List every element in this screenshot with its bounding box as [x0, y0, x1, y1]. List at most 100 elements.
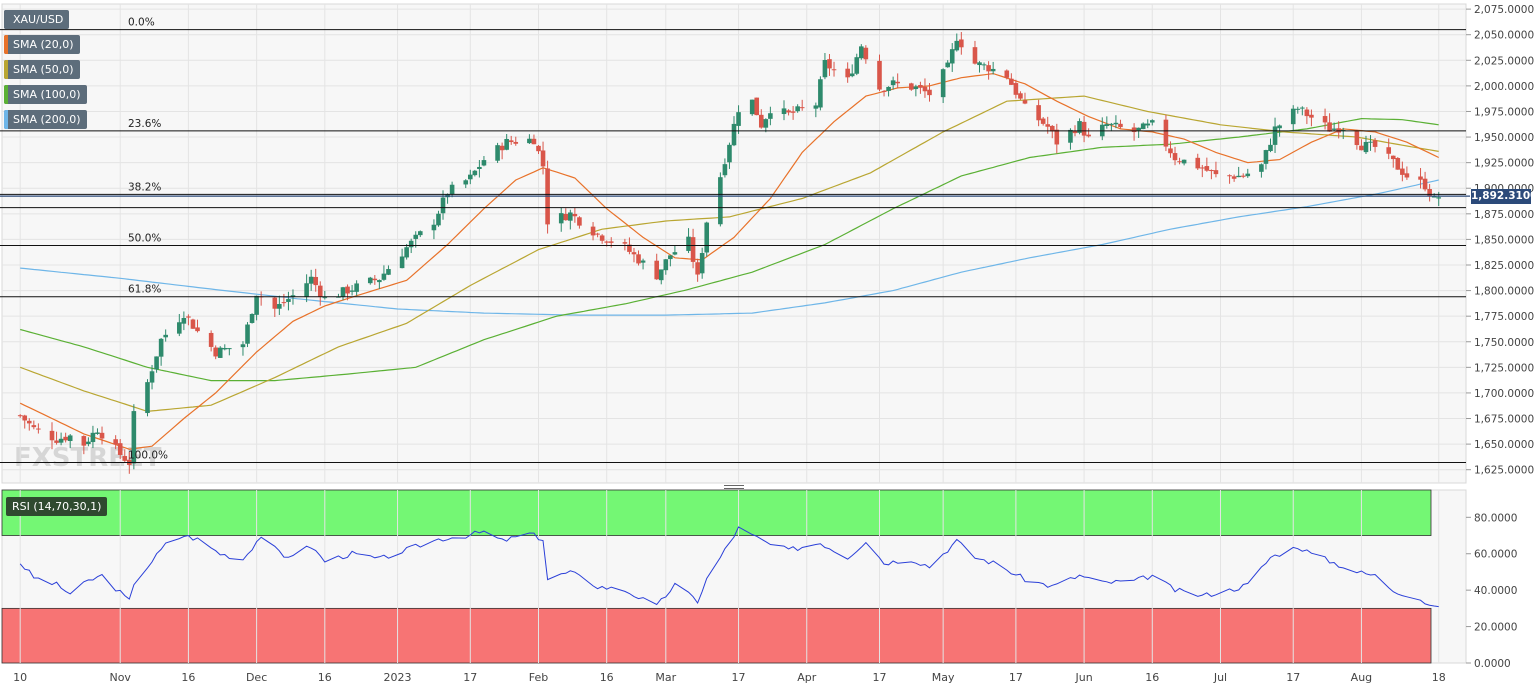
candle-body [1309, 114, 1314, 118]
candle-body [1231, 176, 1237, 179]
candle-body [317, 285, 323, 297]
candle-body [886, 86, 891, 91]
candle-body [1422, 178, 1428, 190]
candle-body [768, 113, 773, 119]
candle-body [1204, 166, 1210, 171]
candle-body [1290, 108, 1296, 125]
legend-swatch [4, 110, 8, 129]
y-tick-label: 1,800.0000 [1474, 286, 1534, 298]
candle-body [1390, 155, 1396, 160]
legend-swatch [4, 60, 8, 79]
sma-20-line [19, 72, 1439, 450]
candle-body [158, 338, 164, 357]
candle-body [1322, 116, 1328, 123]
candle-body [117, 443, 123, 455]
candle-body [590, 226, 596, 236]
candle-body [790, 111, 796, 113]
candle-body [1131, 127, 1137, 133]
candle-body [736, 112, 741, 126]
candle-body [477, 166, 482, 169]
x-tick-label: Aug [1351, 671, 1372, 684]
candle-body [67, 435, 73, 442]
candle-body [58, 438, 64, 443]
candle-body [895, 81, 900, 84]
candle-body [627, 244, 632, 252]
candle-body [1040, 118, 1046, 124]
pane-resize-handle[interactable] [724, 485, 744, 491]
y-tick-label: 1,925.0000 [1474, 158, 1534, 170]
candle-body [1018, 93, 1023, 99]
x-tick-label: Nov [109, 671, 131, 684]
legend-label: XAU/USD [13, 13, 64, 26]
x-tick-label: 17 [463, 671, 477, 684]
legend-sma-50[interactable]: SMA (50,0) [4, 60, 80, 79]
candle-body [149, 371, 155, 383]
candle-body [22, 415, 28, 421]
candle-body [436, 213, 441, 226]
x-tick-label: 2023 [384, 671, 412, 684]
candle-body [981, 64, 987, 66]
rsi-tick-label: 20.0000 [1474, 622, 1517, 634]
candle-body [349, 290, 355, 292]
candle-body [245, 324, 250, 344]
candle-body [131, 411, 137, 464]
candle-body [949, 49, 955, 64]
legend-rsi[interactable]: RSI (14,70,30,1) [6, 497, 108, 516]
x-tick-label: Jul [1213, 671, 1227, 684]
sma-50-line [19, 95, 1439, 413]
candle-body [481, 160, 487, 166]
candle-body [1400, 168, 1405, 175]
candle-body [1418, 176, 1423, 180]
legend-sma-100[interactable]: SMA (100,0) [4, 85, 87, 104]
candle-body [286, 299, 291, 302]
y-tick-label: 1,750.0000 [1474, 337, 1534, 349]
legend-sma-200[interactable]: SMA (200,0) [4, 110, 87, 129]
candle-body [1009, 78, 1014, 85]
candle-body [495, 145, 500, 161]
candle-body [786, 110, 791, 113]
candle-body [1081, 121, 1087, 136]
candle-body [86, 441, 91, 445]
x-tick-label: 16 [600, 671, 614, 684]
candle-body [281, 302, 287, 304]
candle-body [1431, 196, 1437, 198]
candle-body [1272, 126, 1278, 145]
legend-sma-20[interactable]: SMA (20,0) [4, 35, 80, 54]
candle-body [36, 428, 41, 430]
handle-line [724, 485, 744, 486]
candle-body [222, 347, 228, 350]
candle-body [17, 415, 23, 417]
price-pane-bg [1, 3, 1467, 484]
candle-body [749, 99, 755, 115]
candle-body [322, 297, 328, 299]
candle-body [1022, 100, 1028, 104]
candle-body [977, 62, 982, 66]
y-tick-label: 1,775.0000 [1474, 311, 1534, 323]
candle-body [463, 180, 469, 185]
candle-body [854, 57, 860, 74]
candle-body [1149, 120, 1155, 123]
y-tick-label: 1,700.0000 [1474, 388, 1534, 400]
candle-body [818, 79, 823, 108]
candle-body [1113, 122, 1119, 125]
candle-body [240, 344, 246, 348]
rsi-tick-label: 60.0000 [1474, 549, 1517, 561]
rsi-overbought-zone [1, 489, 1432, 536]
candle-body [918, 85, 923, 88]
candle-body [731, 123, 737, 146]
candle-body [1072, 130, 1078, 134]
candle-body [63, 436, 68, 441]
candle-body [890, 80, 896, 86]
legend-xauusd[interactable]: XAU/USD [4, 10, 70, 29]
candle-body [499, 145, 505, 151]
candle-body [1245, 173, 1251, 177]
candle-body [913, 86, 919, 90]
legend-label: SMA (100,0) [13, 88, 81, 101]
candle-body [1327, 122, 1332, 132]
candle-body [822, 59, 828, 78]
candle-body [1004, 70, 1010, 78]
candle-body [1268, 144, 1273, 152]
y-tick-label: 1,825.0000 [1474, 260, 1534, 272]
candle-body [568, 212, 573, 221]
